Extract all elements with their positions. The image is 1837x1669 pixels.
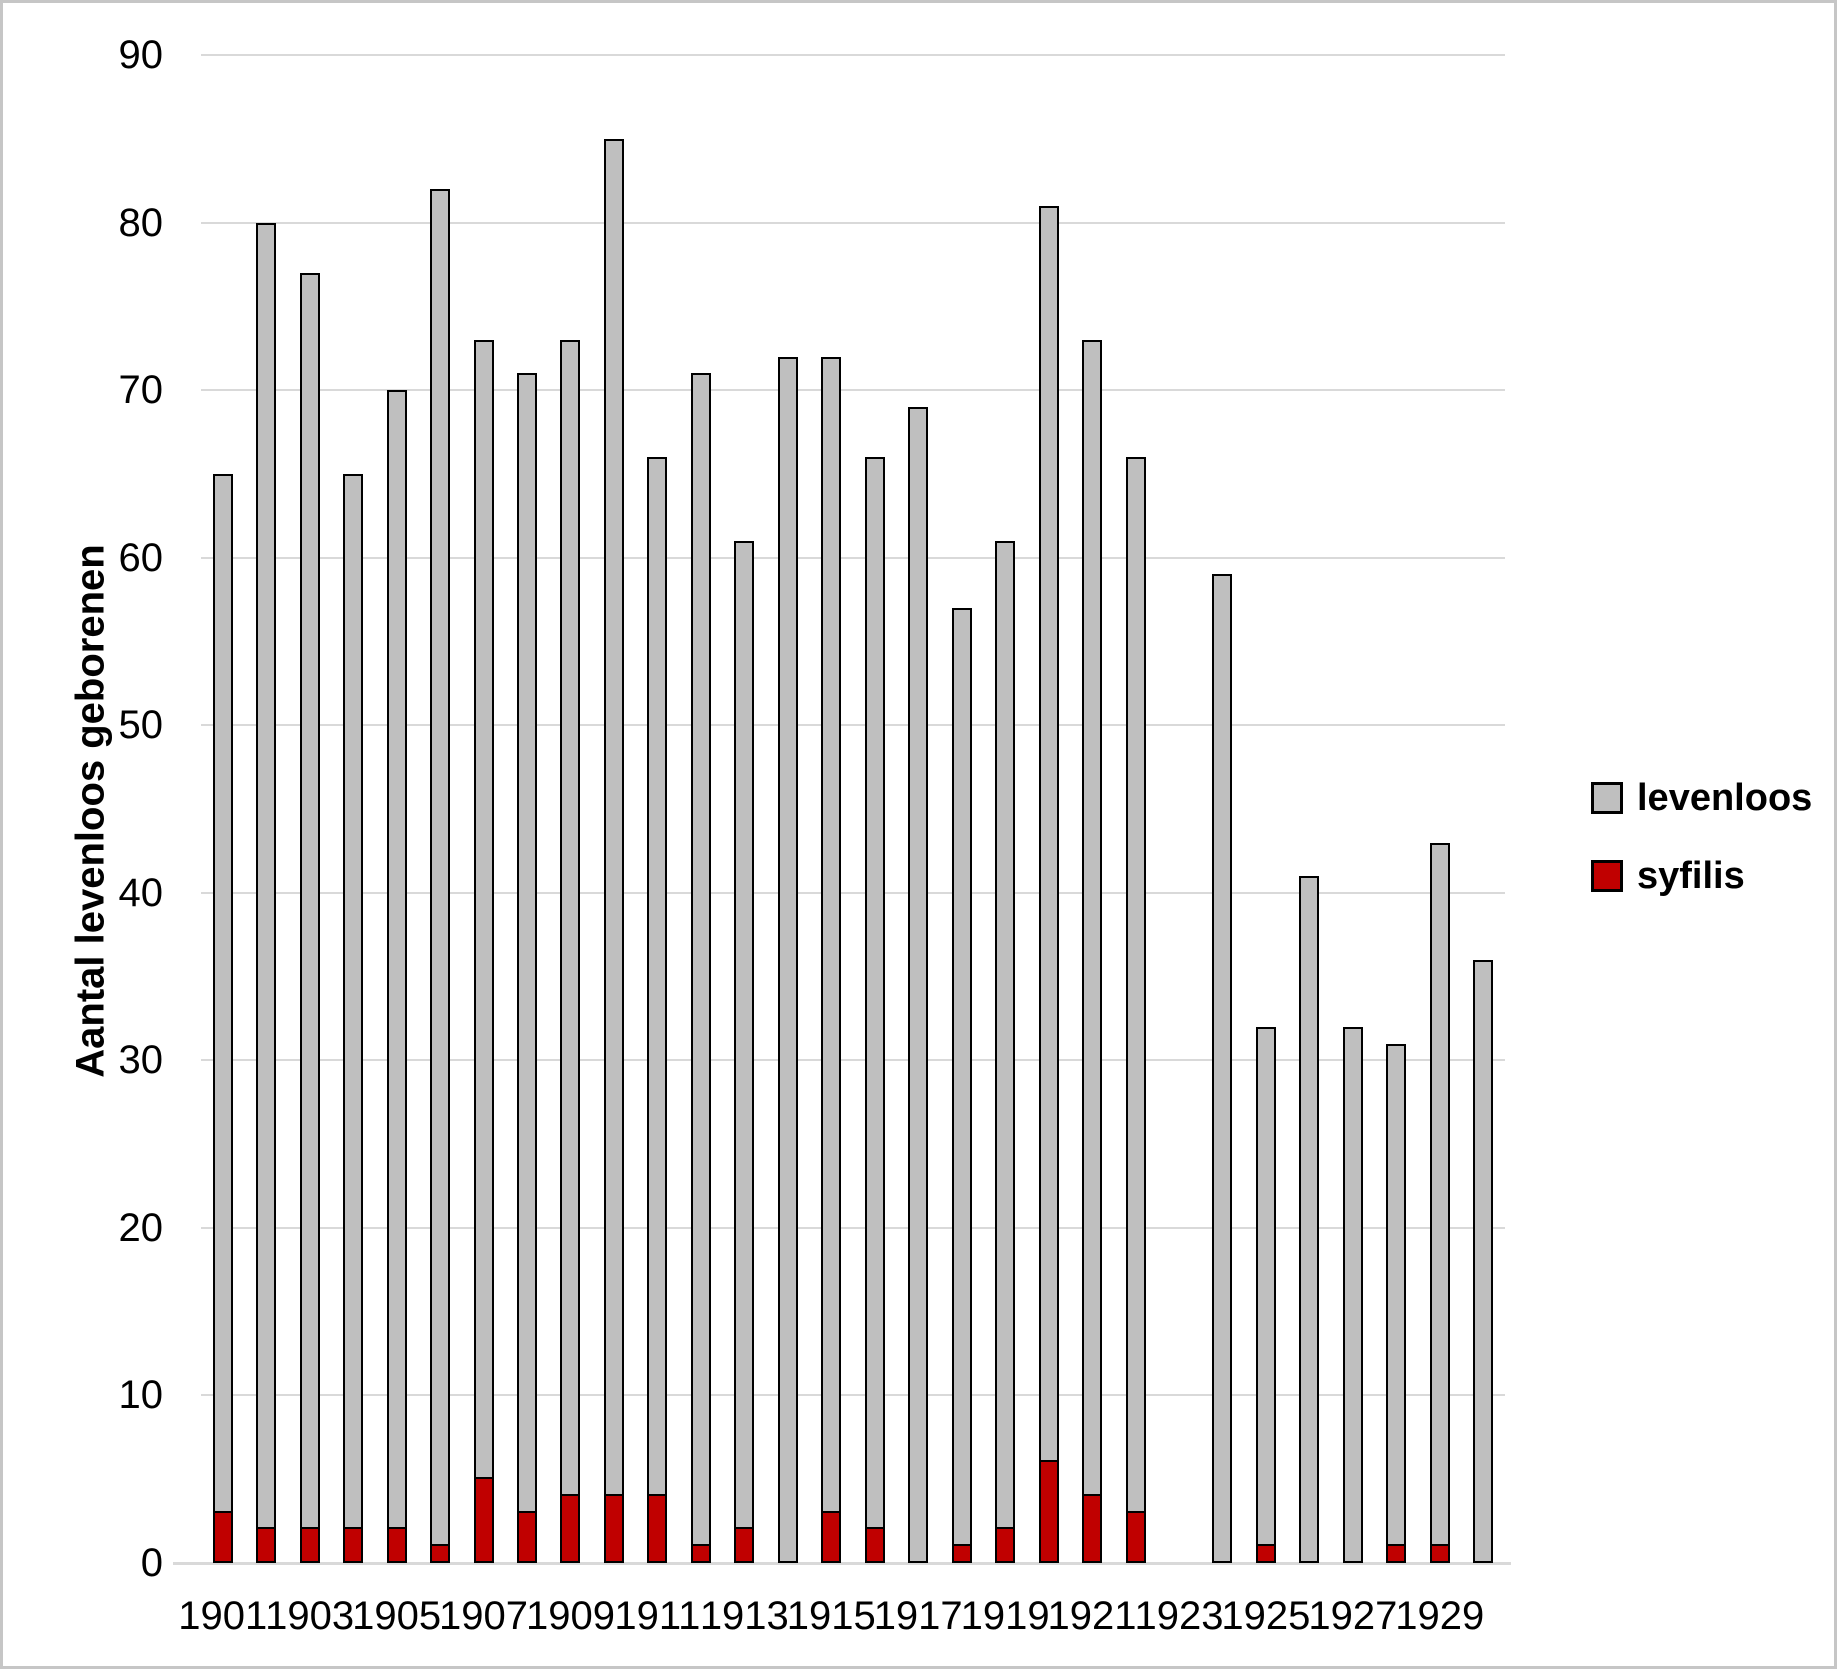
bar-levenloos-1916 <box>864 457 885 1563</box>
bar-syfilis-1922 <box>1125 1510 1146 1563</box>
bar-levenloos-1921 <box>1082 339 1103 1563</box>
bar-syfilis-1928 <box>1386 1544 1407 1563</box>
bar-syfilis-1915 <box>821 1510 842 1563</box>
bar-syfilis-1902 <box>256 1527 277 1563</box>
x-tick-label-1929: 1929 <box>1395 1594 1485 1638</box>
bar-syfilis-1911 <box>647 1493 668 1563</box>
legend-label-levenloos: levenloos <box>1637 776 1813 819</box>
bar-levenloos-1909 <box>560 339 581 1563</box>
x-tick-label-1925: 1925 <box>1221 1594 1311 1638</box>
bar-levenloos-1903 <box>299 272 320 1563</box>
y-tick-label-30: 30 <box>118 1038 164 1083</box>
legend: levenloos syfilis <box>1591 771 1812 927</box>
y-tick-label-70: 70 <box>118 368 164 413</box>
bar-levenloos-1918 <box>951 607 972 1563</box>
y-tick-label-60: 60 <box>118 535 164 580</box>
x-tick-label-1911: 1911 <box>614 1594 701 1638</box>
bar-levenloos-1902 <box>256 222 277 1563</box>
legend-item-syfilis: syfilis <box>1591 849 1812 903</box>
gridline-80 <box>201 221 1505 224</box>
bar-syfilis-1906 <box>430 1544 451 1563</box>
y-tick-label-0: 0 <box>140 1541 163 1585</box>
x-tick-label-1913: 1913 <box>699 1594 789 1638</box>
legend-item-levenloos: levenloos <box>1591 771 1812 825</box>
bar-syfilis-1913 <box>734 1527 755 1563</box>
bar-levenloos-1912 <box>690 373 711 1563</box>
gridline-90 <box>201 54 1505 56</box>
bar-levenloos-1915 <box>821 356 842 1563</box>
legend-label-syfilis: syfilis <box>1637 854 1745 897</box>
bar-levenloos-1907 <box>473 339 494 1563</box>
bar-syfilis-1910 <box>603 1493 624 1563</box>
x-tick-label-1923: 1923 <box>1134 1594 1224 1638</box>
bar-syfilis-1918 <box>951 1544 972 1563</box>
y-tick-label-80: 80 <box>118 200 164 245</box>
bar-syfilis-1904 <box>343 1527 364 1563</box>
bar-levenloos-1905 <box>386 390 407 1563</box>
x-tick-label-1905: 1905 <box>352 1594 442 1638</box>
bar-levenloos-1910 <box>603 138 624 1563</box>
gridline-30 <box>201 1059 1505 1062</box>
bar-levenloos-1917 <box>908 406 929 1563</box>
bar-syfilis-1929 <box>1429 1544 1450 1563</box>
bar-syfilis-1920 <box>1038 1460 1059 1563</box>
gridline-20 <box>201 1226 1505 1229</box>
bar-levenloos-1901 <box>212 473 233 1563</box>
bar-syfilis-1903 <box>299 1527 320 1563</box>
bar-syfilis-1908 <box>516 1510 537 1563</box>
bar-levenloos-1928 <box>1386 1043 1407 1563</box>
x-tick-label-1915: 1915 <box>786 1594 876 1638</box>
bar-levenloos-1913 <box>734 540 755 1563</box>
bar-levenloos-1904 <box>343 473 364 1563</box>
x-axis-line <box>173 1562 1511 1565</box>
gridline-10 <box>201 1394 1505 1397</box>
bar-levenloos-1919 <box>995 540 1016 1563</box>
x-tick-label-1907: 1907 <box>439 1594 528 1638</box>
levenloos-swatch-icon <box>1591 782 1623 814</box>
bar-levenloos-1924 <box>1212 574 1233 1563</box>
bar-syfilis-1925 <box>1255 1544 1276 1563</box>
bar-syfilis-1916 <box>864 1527 885 1563</box>
x-tick-label-1909: 1909 <box>525 1594 615 1638</box>
bar-syfilis-1907 <box>473 1477 494 1563</box>
bar-levenloos-1906 <box>430 189 451 1563</box>
bar-levenloos-1908 <box>516 373 537 1563</box>
gridline-50 <box>201 724 1505 727</box>
x-tick-label-1921: 1921 <box>1047 1594 1137 1638</box>
y-axis-title: Aantal levenloos geborenen <box>68 544 113 1078</box>
bar-syfilis-1901 <box>212 1510 233 1563</box>
x-tick-label-1917: 1917 <box>873 1594 963 1638</box>
y-tick-label-90: 90 <box>118 33 164 77</box>
x-tick-label-1903: 1903 <box>265 1594 355 1638</box>
bar-levenloos-1930 <box>1473 959 1494 1563</box>
bar-syfilis-1905 <box>386 1527 407 1563</box>
bar-syfilis-1921 <box>1082 1493 1103 1563</box>
y-tick-label-40: 40 <box>118 870 164 915</box>
bar-syfilis-1919 <box>995 1527 1016 1563</box>
x-tick-label-1901: 1901 <box>178 1594 268 1638</box>
bar-levenloos-1914 <box>777 356 798 1563</box>
bar-levenloos-1926 <box>1299 876 1320 1563</box>
bar-levenloos-1922 <box>1125 457 1146 1563</box>
bar-levenloos-1927 <box>1342 1026 1363 1563</box>
bar-levenloos-1925 <box>1255 1026 1276 1563</box>
gridline-70 <box>201 389 1505 392</box>
bar-syfilis-1909 <box>560 1493 581 1563</box>
bar-levenloos-1929 <box>1429 842 1450 1563</box>
bar-syfilis-1912 <box>690 1544 711 1563</box>
syfilis-swatch-icon <box>1591 860 1623 892</box>
y-tick-label-20: 20 <box>118 1205 164 1250</box>
y-tick-label-50: 50 <box>118 703 164 748</box>
x-tick-label-1927: 1927 <box>1308 1594 1398 1638</box>
y-tick-label-10: 10 <box>118 1373 164 1418</box>
bar-levenloos-1911 <box>647 457 668 1563</box>
x-tick-label-1919: 1919 <box>960 1594 1050 1638</box>
gridline-60 <box>201 556 1505 559</box>
bar-levenloos-1920 <box>1038 205 1059 1563</box>
gridline-40 <box>201 891 1505 894</box>
